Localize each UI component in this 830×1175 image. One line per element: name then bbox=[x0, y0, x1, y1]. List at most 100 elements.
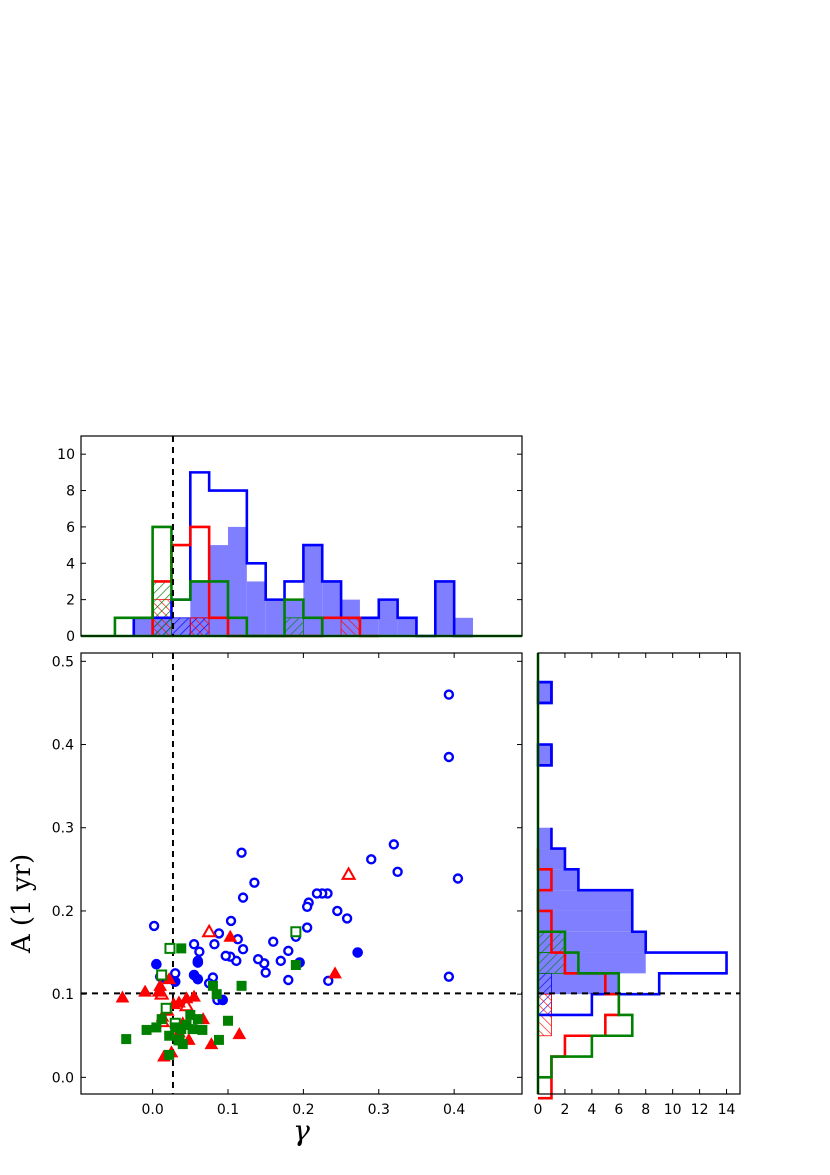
scatter-point-circle-open bbox=[268, 936, 279, 947]
scatter-point-circle-filled bbox=[151, 958, 162, 970]
right-histogram-frame bbox=[537, 652, 741, 1095]
top-ytick-label: 10 bbox=[57, 447, 75, 463]
top-bar-filled-12 bbox=[359, 617, 379, 636]
scatter-ytick-label: 0.0 bbox=[52, 1070, 74, 1086]
top-ytick-label: 2 bbox=[66, 593, 75, 609]
scatter-point-circle-filled bbox=[352, 947, 363, 958]
right-xtick-label: 0 bbox=[534, 1102, 543, 1118]
scatter-ytick-label: 0.3 bbox=[52, 821, 74, 837]
right-xtick-label: 12 bbox=[691, 1102, 709, 1118]
scatter-point-square-filled bbox=[151, 1022, 162, 1033]
scatter-point-square-open bbox=[290, 926, 302, 938]
scatter-point-circle-filled bbox=[192, 973, 204, 985]
right-histogram-x-ticks: 0 2 4 6 8 10 12 14 bbox=[534, 653, 736, 1118]
scatter-ytick-label: 0.1 bbox=[52, 987, 74, 1003]
scatter-point-square-filled bbox=[164, 1030, 175, 1041]
scatter-point-circle-open bbox=[209, 939, 220, 950]
scatter-point-circle-open bbox=[249, 877, 260, 888]
right-histogram-bars bbox=[536, 653, 740, 1100]
scatter-point-triangle-filled bbox=[328, 966, 342, 979]
scatter-point-triangle-filled bbox=[223, 929, 238, 942]
right-bar-filled-3 bbox=[538, 910, 633, 932]
scatter-point-triangle-filled bbox=[187, 989, 201, 1002]
scatter-point-circle-open bbox=[323, 975, 334, 987]
scatter-x-ticks: 0.0 0.1 0.2 0.3 0.4 bbox=[141, 653, 465, 1118]
top-ytick-label: 4 bbox=[66, 556, 75, 572]
scatter-point-square-filled bbox=[213, 1034, 224, 1045]
right-xtick-label: 6 bbox=[614, 1102, 623, 1118]
scatter-point-circle-filled bbox=[192, 957, 204, 968]
scatter-point-square-filled bbox=[192, 1014, 203, 1025]
top-bar-filled-4 bbox=[209, 545, 228, 636]
top-bar-filled-5 bbox=[228, 526, 247, 636]
top-bar-filled-0 bbox=[133, 617, 153, 636]
scatter-point-circle-open bbox=[252, 954, 264, 965]
scatter-point-circle-open bbox=[237, 892, 249, 903]
top-step-line-3 bbox=[113, 525, 324, 638]
scatter-point-square-filled bbox=[177, 1039, 188, 1050]
scatter-point-triangle-filled bbox=[115, 990, 130, 1003]
scatter-point-square-filled bbox=[290, 960, 301, 971]
scatter-point-circle-open bbox=[194, 946, 205, 957]
right-step-line-1 bbox=[538, 680, 728, 1017]
top-bar-filled-17 bbox=[454, 617, 473, 636]
scatter-point-circle-open bbox=[366, 854, 377, 865]
scatter-point-circle-open bbox=[283, 945, 294, 957]
scatter-points bbox=[81, 653, 522, 1094]
scatter-point-square-filled bbox=[121, 1034, 132, 1045]
scatter-point-circle-open bbox=[452, 873, 464, 884]
top-bar-filled-6 bbox=[246, 581, 266, 636]
scatter-xtick-label: 0.2 bbox=[292, 1102, 314, 1118]
scatter-xtick-label: 0.1 bbox=[217, 1102, 239, 1118]
scatter-point-square-open bbox=[160, 1002, 172, 1014]
scatter-point-square-filled bbox=[236, 980, 247, 991]
right-xtick-label: 4 bbox=[587, 1102, 596, 1118]
top-histogram-panel: 0 2 4 6 8 10 bbox=[57, 435, 523, 645]
right-step-line-3 bbox=[538, 930, 634, 1079]
right-histogram-panel: 0 2 4 6 8 10 12 14 bbox=[534, 652, 741, 1118]
top-histogram-bars bbox=[81, 436, 522, 638]
scatter-point-square-filled bbox=[156, 1014, 167, 1025]
x-axis-label: γ bbox=[293, 1114, 310, 1147]
scatter-point-triangle-open bbox=[201, 923, 217, 938]
scatter-point-square-open bbox=[164, 942, 176, 954]
right-bar-hatch-6-0 bbox=[537, 952, 566, 974]
scatter-point-circle-open bbox=[332, 905, 343, 917]
top-bar-filled-7 bbox=[265, 599, 285, 636]
top-bar-filled-9 bbox=[303, 545, 323, 636]
scatter-point-circle-open bbox=[392, 866, 403, 878]
scatter-point-square-open bbox=[156, 969, 168, 981]
scatter-point-circle-open bbox=[237, 944, 249, 955]
top-ytick-label: 6 bbox=[66, 520, 75, 536]
right-bar-filled-5 bbox=[538, 869, 579, 891]
scatter-point-square-filled bbox=[211, 989, 222, 1000]
scatter-point-circle-open bbox=[275, 955, 286, 967]
scatter-point-circle-open bbox=[148, 920, 160, 932]
scatter-point-triangle-open bbox=[340, 866, 357, 880]
right-xtick-label: 14 bbox=[718, 1102, 736, 1118]
scatter-point-circle-open bbox=[388, 839, 400, 850]
top-bar-hatch-6-0 bbox=[152, 581, 172, 637]
scatter-ytick-label: 0.5 bbox=[52, 654, 74, 670]
scatter-point-circle-open bbox=[283, 974, 294, 986]
scatter-point-circle-open bbox=[443, 751, 455, 763]
right-xtick-label: 2 bbox=[560, 1102, 569, 1118]
top-bar-hatch-4-1 bbox=[171, 617, 191, 637]
scatter-point-square-filled bbox=[197, 1024, 208, 1035]
scatter-xtick-label: 0.3 bbox=[368, 1102, 390, 1118]
scatter-point-circle-open bbox=[236, 847, 247, 858]
scatter-frame bbox=[80, 652, 523, 1095]
scatter-point-triangle-filled bbox=[151, 984, 166, 997]
scatter-point-square-filled bbox=[164, 1049, 175, 1060]
scatter-point-circle-open bbox=[341, 913, 353, 924]
scatter-point-circle-open bbox=[188, 939, 200, 950]
right-bar-hatch-5-1 bbox=[537, 993, 552, 1016]
right-bar-filled-0 bbox=[538, 973, 619, 995]
right-bar-hatch-5-0 bbox=[537, 1014, 552, 1037]
scatter-point-square-filled bbox=[223, 1015, 233, 1026]
right-bar-filled-7 bbox=[538, 827, 552, 849]
scatter-point-circle-open bbox=[225, 915, 237, 927]
scatter-point-circle-open bbox=[260, 967, 271, 978]
right-xtick-label: 10 bbox=[664, 1102, 682, 1118]
